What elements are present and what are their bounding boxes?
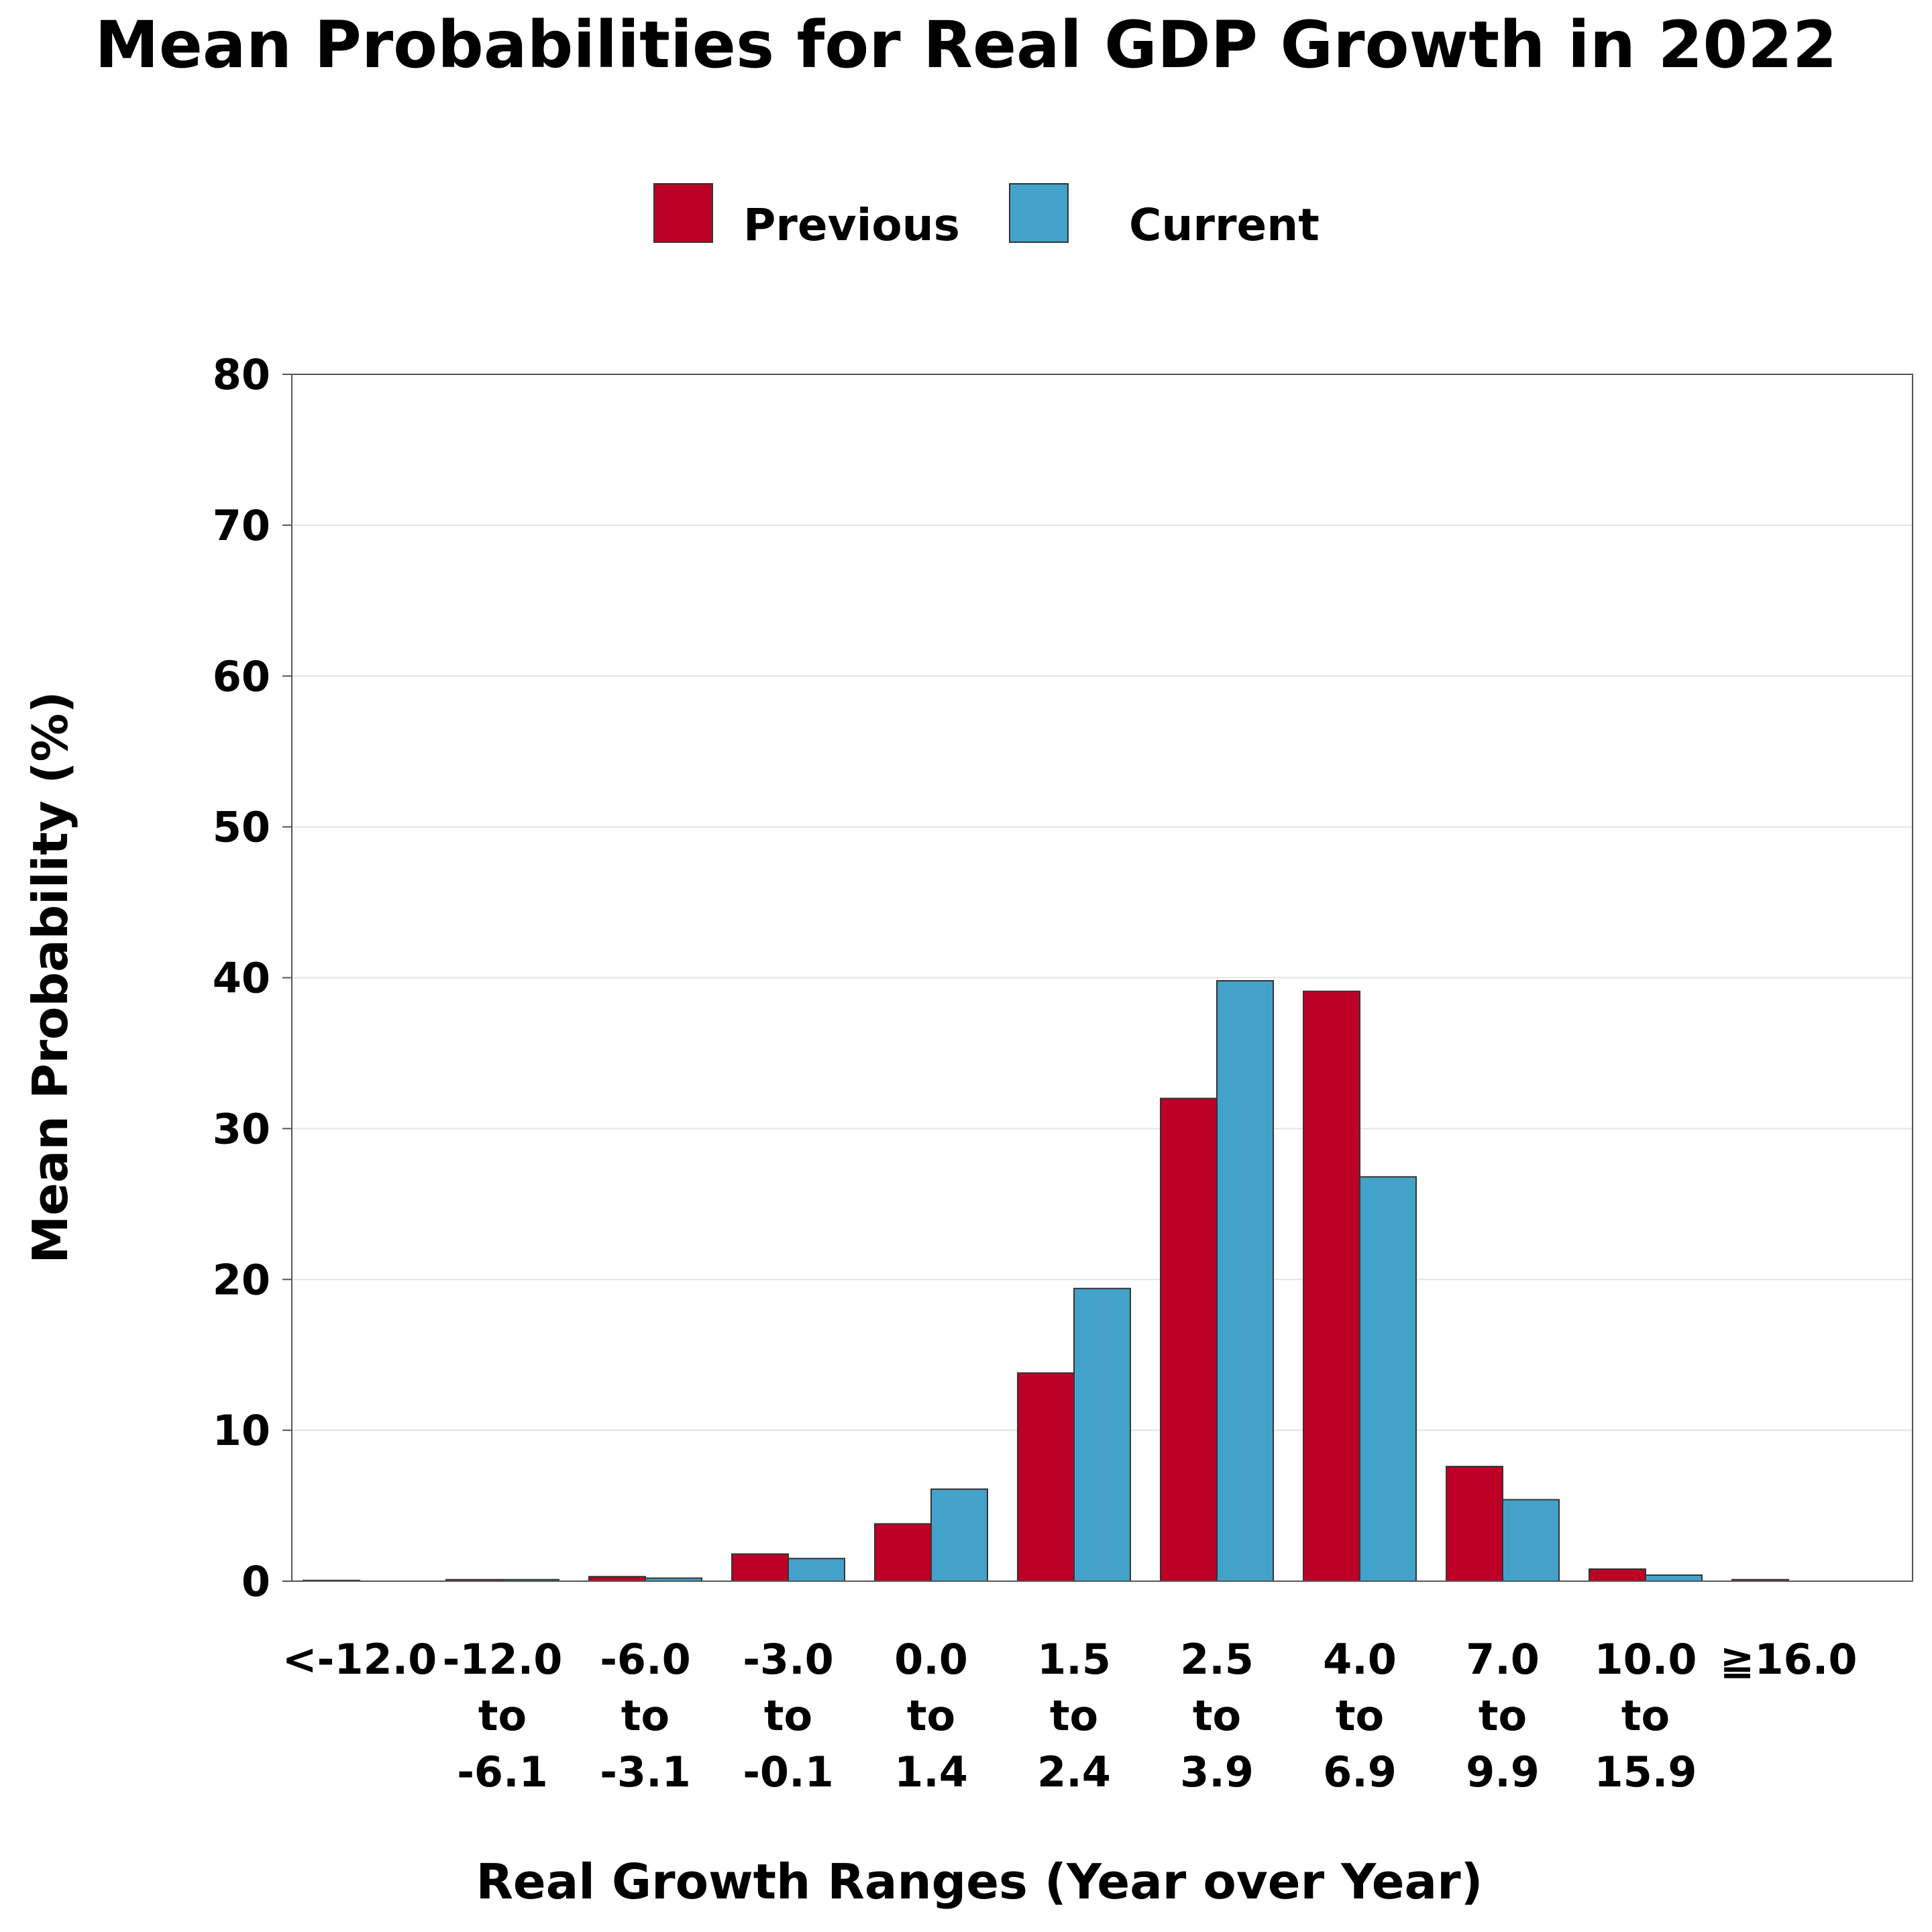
x-tick-label-line: to — [1193, 1691, 1241, 1740]
x-tick-label-line: <-12.0 — [282, 1635, 437, 1684]
x-tick-label-line: -6.0 — [600, 1635, 691, 1684]
x-tick-label: -3.0 to -0.1 — [743, 1635, 834, 1796]
bar-current — [1645, 1574, 1703, 1582]
x-tick-label-line: 2.5 — [1180, 1635, 1254, 1684]
x-tick-label: 7.0 to 9.9 — [1466, 1635, 1540, 1796]
legend: Previous Current — [653, 183, 1320, 251]
x-tick-label-line: to — [1621, 1691, 1670, 1740]
x-tick-label-line: -3.1 — [600, 1748, 691, 1796]
bar-previous — [1446, 1466, 1503, 1582]
legend-swatch-previous — [653, 183, 713, 243]
x-tick-label-line: 1.4 — [894, 1748, 968, 1796]
x-tick-label-line: to — [1479, 1691, 1527, 1740]
y-axis-title: Mean Probability (%) — [22, 691, 78, 1263]
x-tick-label-line: 1.5 — [1037, 1635, 1111, 1684]
x-axis-title: Real Growth Ranges (Year over Year) — [476, 1854, 1483, 1910]
bar-previous — [588, 1576, 646, 1582]
y-tick-label: 30 — [213, 1104, 270, 1153]
bar-previous — [874, 1523, 932, 1582]
y-tick-label: 80 — [213, 350, 270, 399]
bar-previous — [731, 1553, 789, 1582]
bar-previous — [1589, 1568, 1646, 1582]
bar-current — [1502, 1499, 1560, 1582]
y-tick-label: 50 — [213, 803, 270, 852]
x-tick-label-line: 6.9 — [1323, 1748, 1397, 1796]
x-tick-label-line: -6.1 — [457, 1748, 548, 1796]
y-tick-label: 10 — [213, 1406, 270, 1455]
y-tick-label: 20 — [213, 1255, 270, 1304]
chart-title: Mean Probabilities for Real GDP Growth i… — [95, 7, 1837, 83]
x-tick-label-line: -12.0 — [443, 1635, 563, 1684]
x-tick-label-line: 7.0 — [1466, 1635, 1540, 1684]
bar-current — [1216, 979, 1274, 1582]
bar-current — [788, 1558, 845, 1582]
x-tick-label: 2.5 to 3.9 — [1180, 1635, 1254, 1796]
x-tick-label-line: to — [907, 1691, 955, 1740]
x-tick-label: -12.0 to -6.1 — [443, 1635, 563, 1796]
y-axis-ticks: 0 10 20 30 40 50 60 70 80 — [213, 350, 292, 1606]
bar-previous — [1303, 990, 1360, 1582]
x-tick-label-line: to — [1336, 1691, 1384, 1740]
x-axis-ticks: <-12.0 -12.0 to -6.1 -6.0 to -3.1 -3.0 to -0.1 0.0… — [282, 1635, 1858, 1796]
legend-label-current: Current — [1129, 199, 1320, 251]
legend-label-previous: Previous — [743, 199, 960, 251]
x-tick-label: 1.5 to 2.4 — [1037, 1635, 1111, 1796]
bar-current — [1359, 1176, 1417, 1582]
x-tick-label: <-12.0 — [282, 1635, 437, 1684]
gridlines — [292, 524, 1913, 1432]
bars — [303, 979, 1789, 1582]
bar-previous — [1017, 1372, 1075, 1582]
x-tick-label-line: to — [621, 1691, 669, 1740]
legend-swatch-current — [1009, 183, 1069, 243]
x-tick-label: 0.0 to 1.4 — [894, 1635, 968, 1796]
x-tick-label: -6.0 to -3.1 — [600, 1635, 691, 1796]
x-tick-label-line: 3.9 — [1180, 1748, 1254, 1796]
x-tick-label-line: -3.0 — [743, 1635, 834, 1684]
x-tick-label-line: to — [764, 1691, 812, 1740]
x-tick-label-line: 10.0 — [1595, 1635, 1697, 1684]
x-tick-label-line: 15.9 — [1595, 1748, 1697, 1796]
y-tick-label: 0 — [241, 1557, 270, 1606]
bar-current — [930, 1488, 988, 1582]
x-tick-label-line: ≧16.0 — [1720, 1635, 1858, 1684]
x-tick-label-line: 9.9 — [1466, 1748, 1540, 1796]
x-tick-label-line: to — [478, 1691, 527, 1740]
x-tick-label: ≧16.0 — [1720, 1635, 1858, 1684]
x-tick-label-line: 4.0 — [1323, 1635, 1397, 1684]
bar-current — [1073, 1287, 1131, 1582]
y-tick-label: 70 — [213, 501, 270, 550]
x-tick-label: 4.0 to 6.9 — [1323, 1635, 1397, 1796]
x-tick-label: 10.0 to 15.9 — [1595, 1635, 1697, 1796]
y-tick-label: 40 — [213, 954, 270, 1003]
x-tick-label-line: 0.0 — [894, 1635, 968, 1684]
x-tick-label-line: -0.1 — [743, 1748, 834, 1796]
y-tick-label: 60 — [213, 652, 270, 701]
x-tick-label-line: 2.4 — [1037, 1748, 1111, 1796]
bar-previous — [1160, 1097, 1218, 1582]
x-tick-label-line: to — [1050, 1691, 1098, 1740]
